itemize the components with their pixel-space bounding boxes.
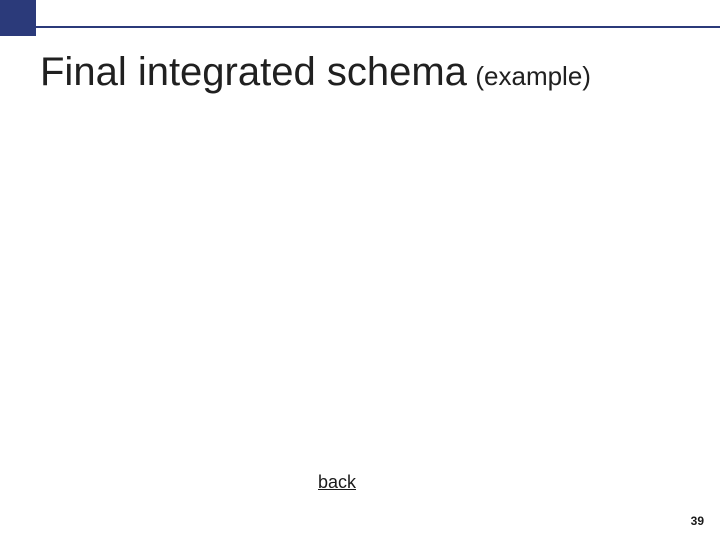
header-line-wrap: [36, 0, 720, 36]
header-underline: [36, 26, 720, 28]
back-link[interactable]: back: [318, 472, 356, 493]
page-number: 39: [691, 514, 704, 528]
header-band: [0, 0, 720, 36]
header-square-accent: [0, 0, 36, 36]
slide-title-sub: (example): [475, 61, 591, 91]
title-area: Final integrated schema (example): [0, 36, 720, 95]
slide-title-main: Final integrated schema: [40, 50, 467, 94]
